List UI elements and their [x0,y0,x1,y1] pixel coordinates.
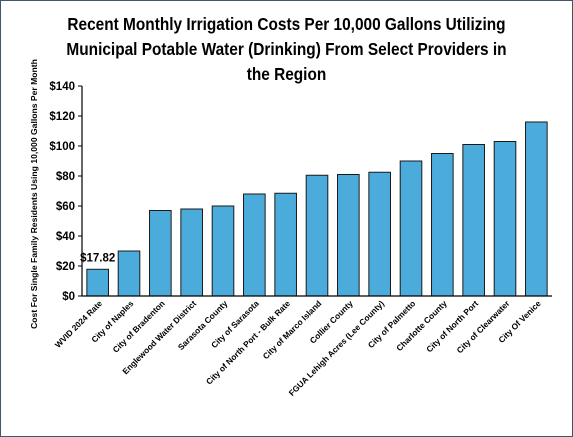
bar [149,210,172,297]
y-tick-label: $140 [49,81,75,93]
bar [368,171,391,297]
bar [243,193,266,297]
bar [337,174,360,297]
x-tick-label: City of Clearwater [454,298,511,355]
x-tick-label: City of Marco Island [261,298,324,361]
bar [180,208,203,297]
bar [86,268,109,297]
bar [117,250,141,297]
bar [525,121,548,297]
bar [211,205,235,297]
bar [399,160,423,297]
bar [431,153,454,297]
bar [462,144,485,297]
y-tick-label: $100 [49,141,75,153]
y-axis-title: Cost For Single Family Residents Using 1… [29,59,39,329]
bar [305,174,329,297]
y-tick-label: $80 [56,171,75,183]
y-tick-label: $60 [56,201,75,213]
bar [274,192,297,297]
y-tick-label: $0 [62,291,75,303]
data-label: $17.82 [80,252,115,264]
y-tick-label: $20 [56,261,75,273]
y-tick-label: $120 [49,111,75,123]
bar [493,141,517,297]
y-tick-label: $40 [56,231,75,243]
chart-title: Recent Monthly Irrigation Costs Per 10,0… [66,14,507,84]
